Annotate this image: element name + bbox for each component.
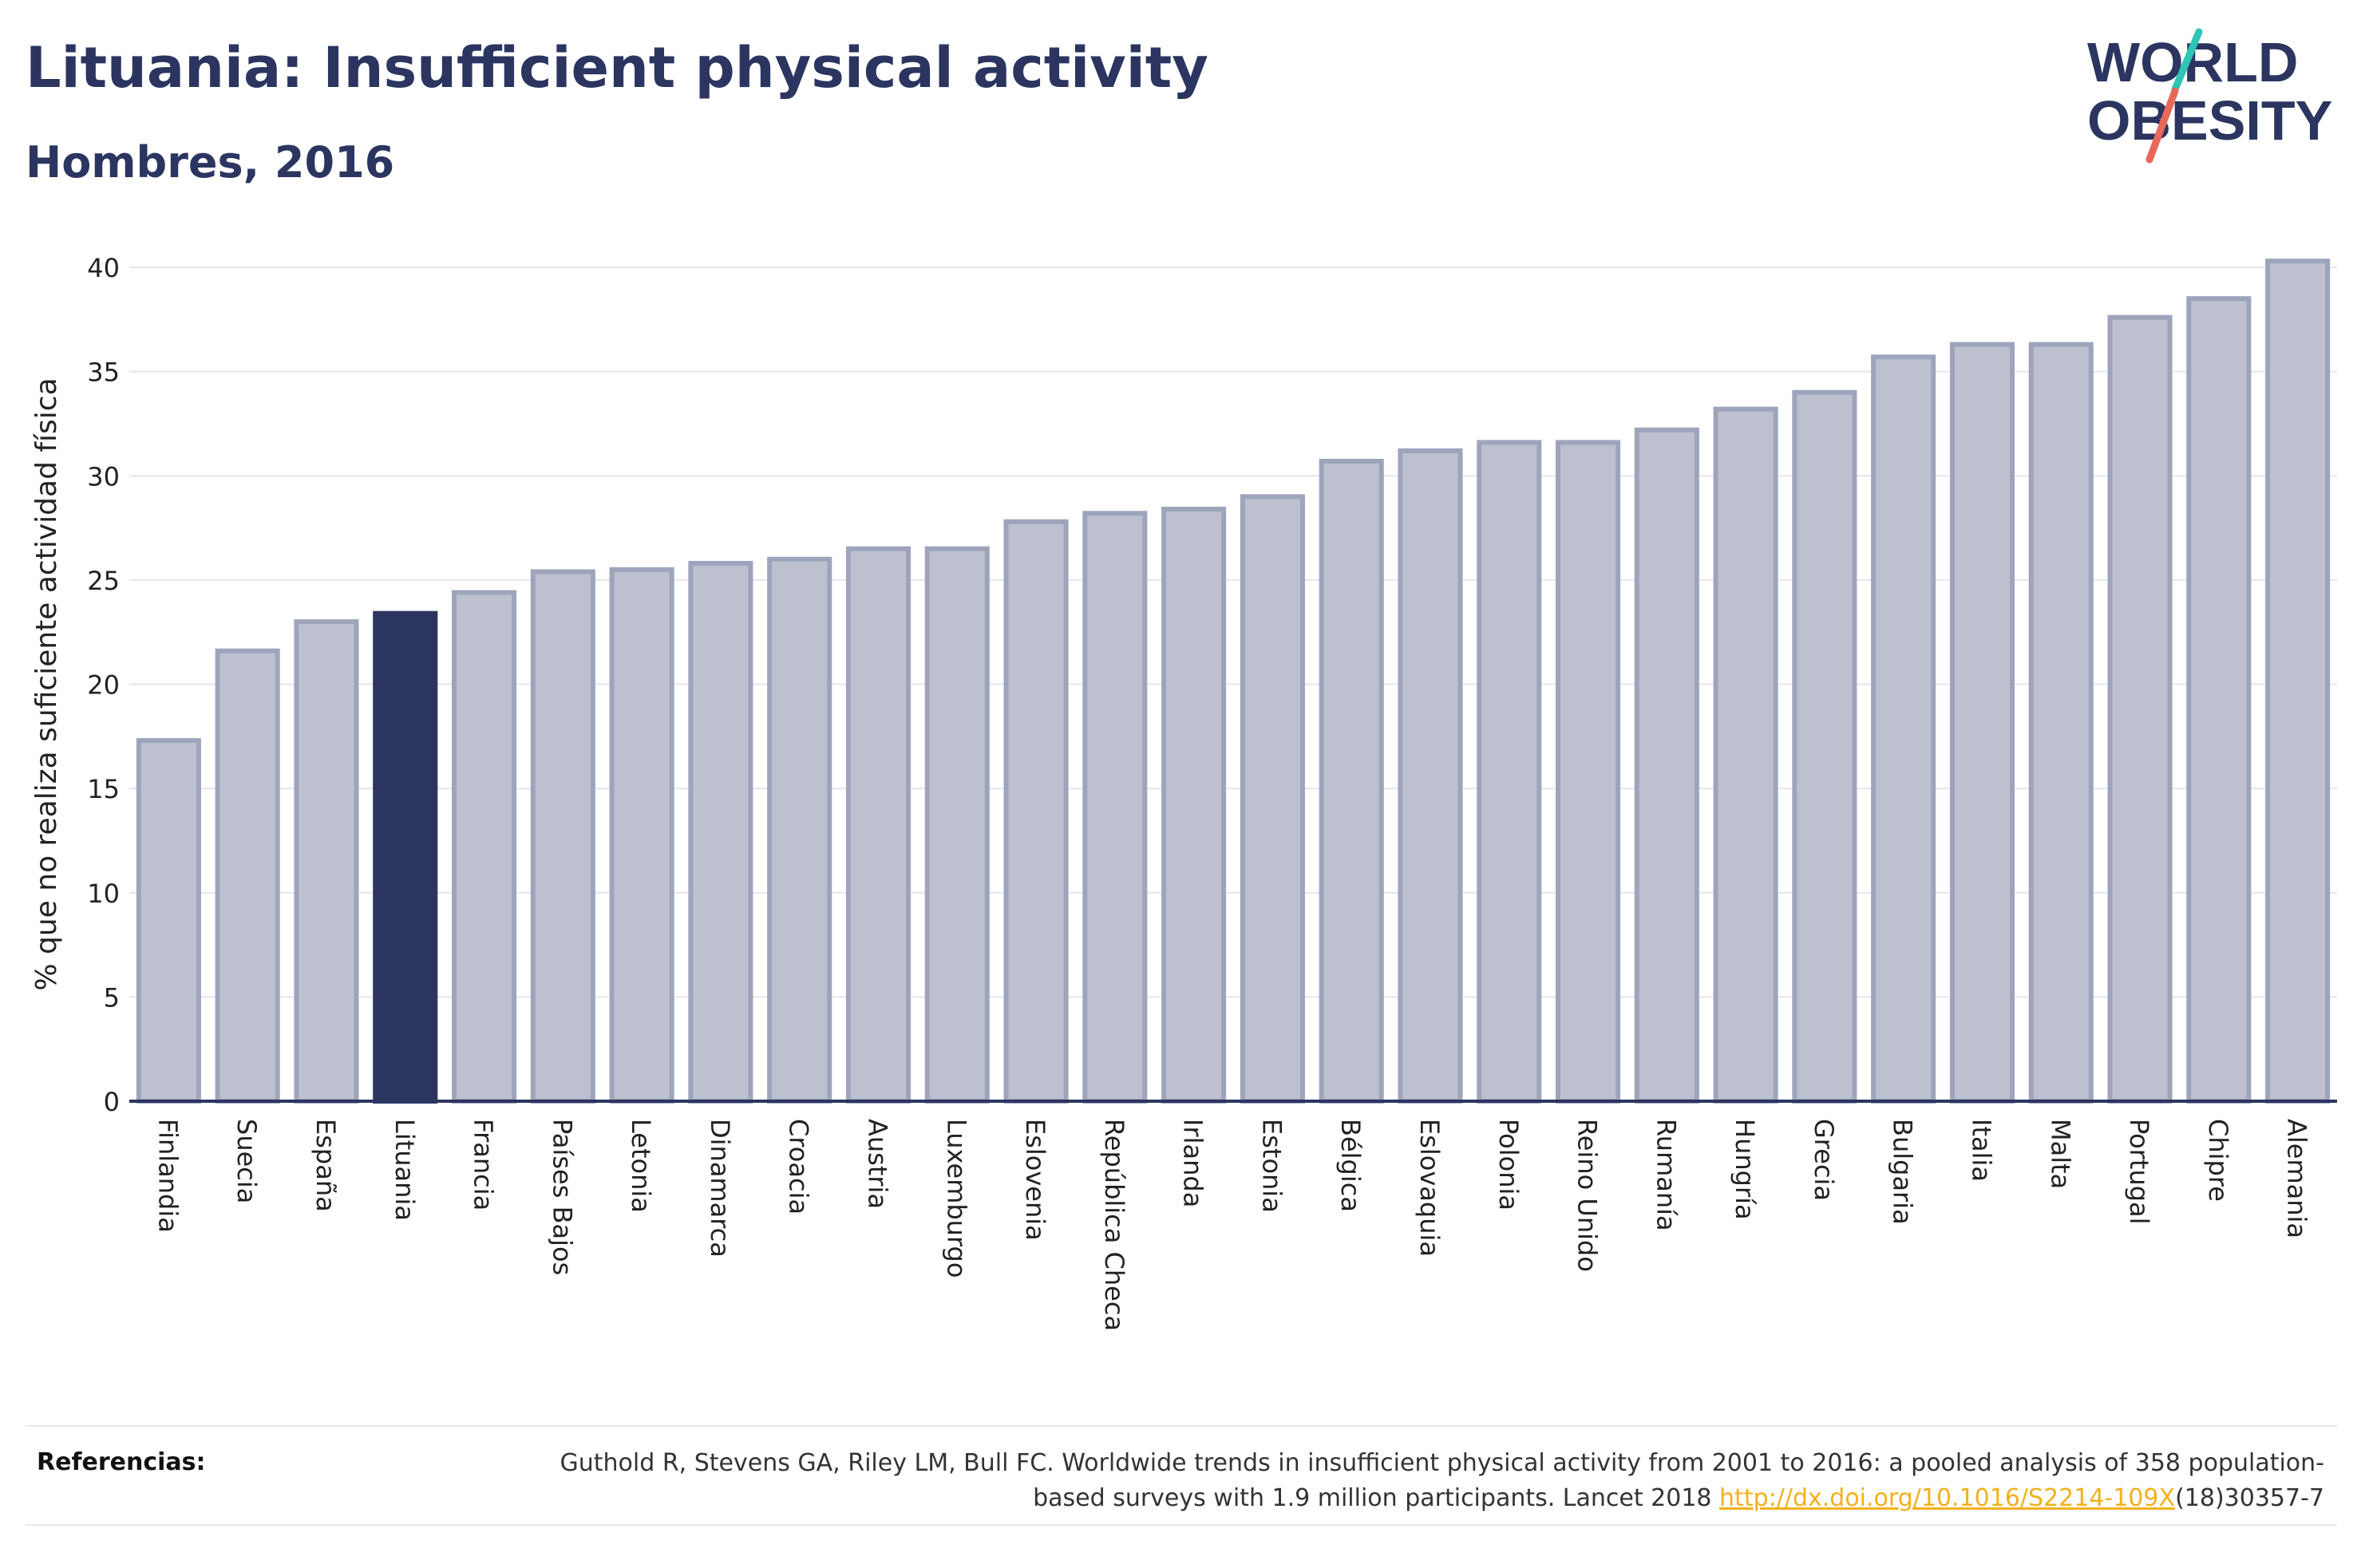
y-tick-label: 30 [87, 461, 120, 492]
bar [1871, 354, 1936, 1104]
x-tick-label: Eslovenia [1020, 1119, 1050, 1241]
x-tick-label: Hungría [1730, 1119, 1760, 1220]
bar [1082, 511, 1148, 1104]
bar [136, 738, 201, 1104]
chart-title: Lituania: Insufficient physical activity [26, 35, 1208, 101]
references-label: Referencias: [37, 1448, 206, 1476]
x-tick-label: Reino Unido [1572, 1119, 1603, 1272]
x-tick-label: Estonia [1256, 1119, 1287, 1213]
x-tick-label: Polonia [1493, 1119, 1524, 1211]
bar [1398, 448, 1463, 1104]
bar [1477, 440, 1542, 1104]
x-tick-label: Grecia [1809, 1119, 1839, 1201]
logo-slash-bottom [2145, 87, 2179, 164]
x-tick-label: Bélgica [1335, 1119, 1366, 1212]
x-tick-label: Malta [2045, 1119, 2075, 1189]
y-tick-label: 35 [87, 357, 120, 388]
bar [294, 619, 359, 1104]
y-tick-label: 20 [87, 670, 120, 701]
bar [1161, 507, 1227, 1104]
x-tick-label: Portugal [2124, 1119, 2154, 1225]
x-tick-label: Lituania [390, 1119, 420, 1221]
y-tick-label: 10 [87, 879, 120, 909]
x-tick-label: Finlandia [152, 1119, 183, 1233]
chart-subtitle: Hombres, 2016 [26, 137, 395, 188]
x-tick-label: Italia [1966, 1119, 1996, 1182]
y-tick-label: 15 [87, 774, 120, 804]
logo-slash-top [2171, 28, 2203, 93]
references-text: Guthold R, Stevens GA, Riley LM, Bull FC… [488, 1446, 2324, 1516]
y-tick-label: 0 [104, 1087, 120, 1117]
bar [1319, 458, 1384, 1104]
logo-line2: OBESITY [2087, 89, 2332, 152]
x-tick-label: Países Bajos [547, 1119, 577, 1275]
y-tick-label: 40 [87, 253, 120, 283]
bar [215, 648, 280, 1104]
x-tick-label: Alemania [2282, 1119, 2312, 1238]
x-tick-label: Letonia [626, 1119, 656, 1213]
y-tick-label: 5 [104, 982, 120, 1013]
bar [1792, 389, 1857, 1104]
bar [1949, 342, 2015, 1104]
x-tick-label: Eslovaquia [1414, 1119, 1445, 1257]
bar [688, 560, 753, 1104]
y-axis-label: % que no realiza suficiente actividad fí… [30, 377, 63, 990]
x-tick-label: Dinamarca [705, 1119, 735, 1258]
reference-doi-link[interactable]: http://dx.doi.org/10.1016/S2214-109X [1719, 1484, 2176, 1512]
reference-citation: Guthold R, Stevens GA, Riley LM, Bull FC… [560, 1449, 2324, 1512]
x-tick-label: Chipre [2203, 1119, 2233, 1202]
x-tick-label: Luxemburgo [941, 1119, 971, 1278]
bar [845, 546, 912, 1104]
bar [451, 590, 517, 1104]
x-tick-label: Croacia [784, 1119, 814, 1215]
references-bottom-rule [26, 1524, 2337, 1526]
reference-citation-suffix: (18)30357-7 [2175, 1484, 2324, 1512]
bar [1713, 406, 1778, 1104]
x-tick-label: Rumanía [1651, 1119, 1681, 1231]
bar [767, 556, 832, 1104]
bar [2186, 296, 2252, 1104]
x-tick-label: Bulgaria [1888, 1119, 1918, 1225]
x-tick-label: Irlanda [1178, 1119, 1208, 1207]
bar [1634, 427, 1699, 1104]
x-tick-label: Francia [469, 1119, 499, 1211]
bar [1003, 519, 1069, 1104]
bar [2028, 342, 2094, 1104]
bar [1240, 494, 1305, 1104]
bar [373, 610, 438, 1104]
bar [1555, 440, 1621, 1104]
bar [530, 569, 595, 1104]
bar [2265, 259, 2331, 1104]
bar [2107, 314, 2173, 1104]
x-tick-label: República Checa [1099, 1119, 1129, 1331]
world-obesity-logo: WORLD OBESITY [2087, 28, 2332, 164]
bar [924, 546, 990, 1104]
y-tick-label: 25 [87, 566, 120, 596]
references-top-rule [26, 1425, 2337, 1427]
x-tick-label: España [310, 1119, 341, 1212]
x-tick-label: Suecia [231, 1119, 262, 1203]
bar-chart: 0 5 10 15 20 25 30 35 40 % que no realiza suficie… [30, 253, 2337, 1331]
bar [609, 567, 674, 1104]
x-tick-label: Austria [862, 1119, 892, 1209]
